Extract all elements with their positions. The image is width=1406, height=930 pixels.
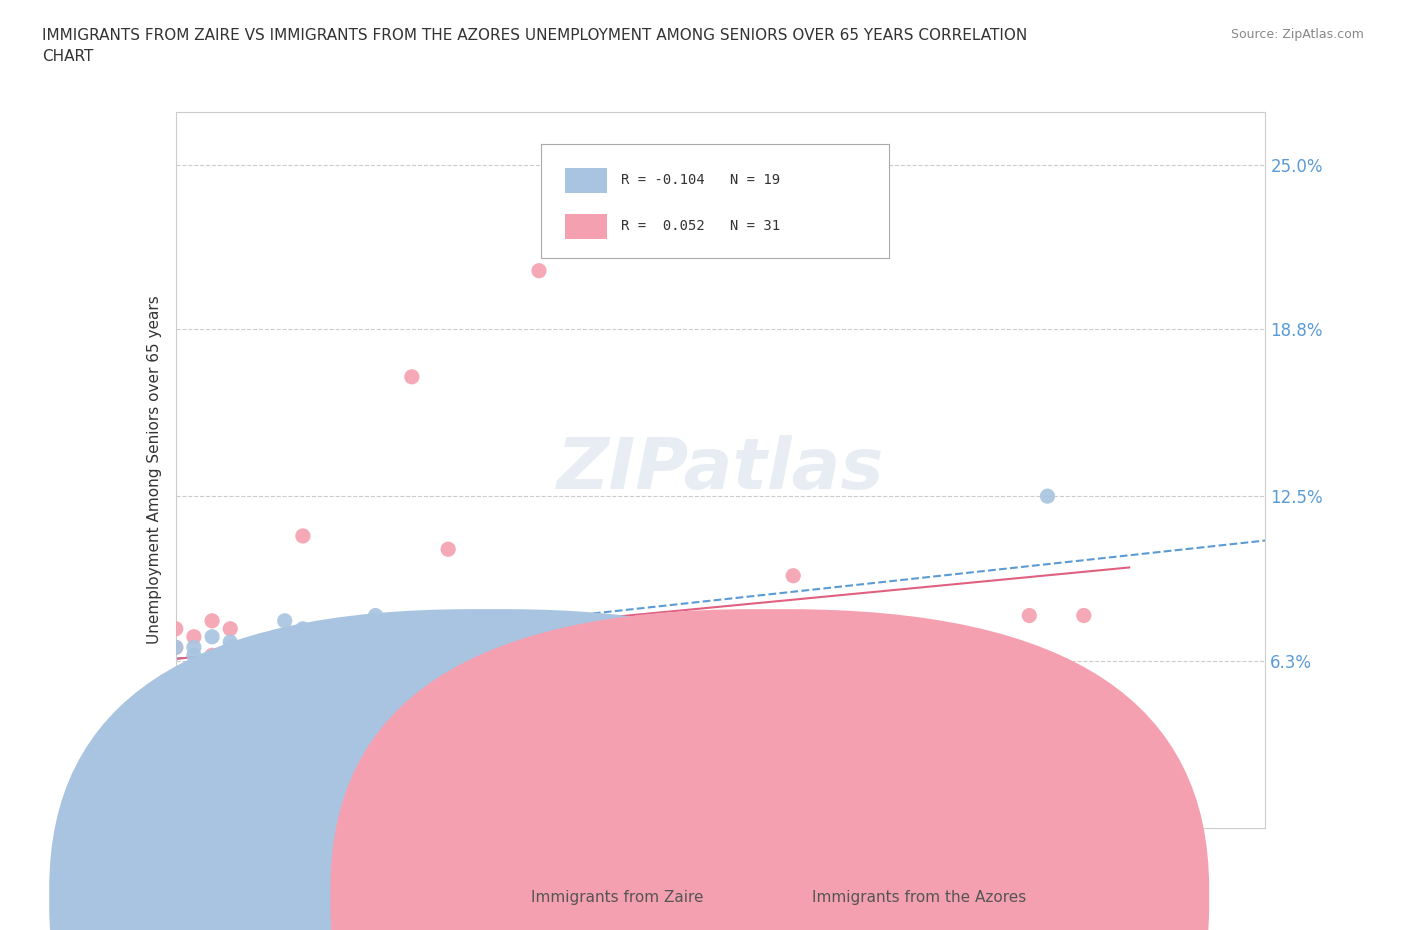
Point [546,634,568,649]
Point [201,653,224,668]
Point [256,640,278,655]
Point [328,667,350,682]
Point [183,630,205,644]
Point [291,621,314,636]
Point [183,661,205,676]
Point [382,709,405,724]
Point [673,701,696,716]
Point [201,648,224,663]
Point [274,614,297,629]
Point [346,746,368,761]
Point [274,683,297,698]
Point [1018,608,1040,623]
Point [401,369,423,384]
Point [201,614,224,629]
Point [437,542,460,557]
Point [782,568,804,583]
Point [219,621,242,636]
Point [183,648,205,663]
Point [1073,608,1095,623]
Point [256,714,278,729]
Point [238,687,260,702]
Point [219,634,242,649]
Point [328,648,350,663]
Point [419,701,441,716]
Point [219,648,242,663]
Point [456,614,478,629]
Point [309,720,332,735]
Point [1036,489,1059,504]
Text: Immigrants from the Azores: Immigrants from the Azores [773,890,1026,905]
Point [183,640,205,655]
Point [219,640,242,655]
Point [274,693,297,708]
Point [183,661,205,676]
Point [364,683,387,698]
Text: 0.0%: 0.0% [176,860,218,878]
Point [238,653,260,668]
Point [527,263,550,278]
Point [238,661,260,676]
Text: ZIPatlas: ZIPatlas [557,435,884,504]
Y-axis label: Unemployment Among Seniors over 65 years: Unemployment Among Seniors over 65 years [146,296,162,644]
Point [309,733,332,748]
Point [238,640,260,655]
Point [165,640,187,655]
Point [219,674,242,689]
Point [201,630,224,644]
Point [165,621,187,636]
Point [291,528,314,543]
Text: Immigrants from Zaire: Immigrants from Zaire [492,890,703,905]
Point [492,667,515,682]
Point [855,643,877,658]
Point [165,640,187,655]
Point [238,648,260,663]
Text: Source: ZipAtlas.com: Source: ZipAtlas.com [1230,28,1364,41]
Point [364,608,387,623]
Text: IMMIGRANTS FROM ZAIRE VS IMMIGRANTS FROM THE AZORES UNEMPLOYMENT AMONG SENIORS O: IMMIGRANTS FROM ZAIRE VS IMMIGRANTS FROM… [42,28,1028,64]
